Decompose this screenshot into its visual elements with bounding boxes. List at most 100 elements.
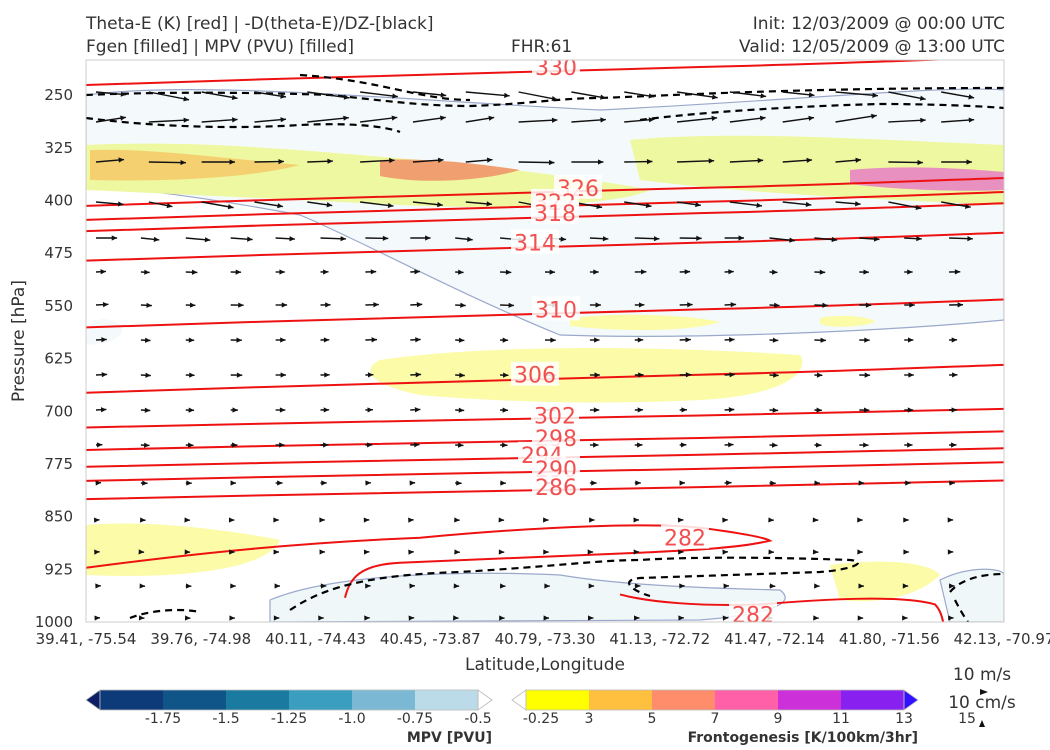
wind-vector-head	[813, 615, 819, 621]
wind-vector-head	[409, 480, 416, 486]
wind-vector-head	[957, 302, 964, 308]
wind-vector-head	[634, 583, 641, 589]
wind-vector-head	[504, 92, 510, 98]
wind-vector-head	[453, 583, 460, 589]
colorbar-segment	[415, 690, 479, 710]
wind-vector-head	[635, 480, 641, 486]
wind-vector-head	[227, 204, 234, 210]
wind-vector-head	[95, 583, 101, 589]
wind-vector-head	[814, 583, 820, 589]
theta-e-contour	[86, 298, 1004, 329]
colorbar-segment	[289, 690, 353, 710]
wind-vectors	[93, 91, 975, 621]
wind-vector-head	[416, 302, 423, 308]
stability-contour	[289, 556, 859, 611]
wind-vector	[148, 161, 186, 164]
fgen-mid-3	[820, 315, 875, 327]
wind-vector	[412, 116, 446, 123]
wind-vector	[360, 159, 395, 163]
wind-vector-head	[548, 159, 555, 166]
wind-vector-head	[863, 442, 869, 448]
colorbar-extend	[903, 689, 919, 711]
wind-vector-head	[280, 337, 286, 343]
x-tick-label: 41.80, -71.56	[839, 630, 940, 648]
wind-vector-head	[140, 517, 146, 523]
x-tick-label: 39.76, -74.98	[150, 630, 251, 648]
wind-vector-head	[806, 157, 813, 163]
theta-e-contour	[619, 593, 945, 622]
wind-vector-head	[873, 236, 880, 242]
wind-vector-head	[685, 337, 691, 343]
wind-vector-head	[864, 372, 871, 378]
fgen-core-2	[380, 159, 520, 181]
wind-vector	[888, 91, 926, 100]
wind-vector-head	[949, 480, 955, 486]
wind-vector	[201, 118, 238, 123]
wind-vector-head	[96, 442, 103, 448]
wind-vector-head	[857, 615, 864, 621]
contour-label-bg	[531, 402, 579, 427]
wind-vector-head	[587, 549, 594, 555]
wind-vector-head	[588, 615, 594, 621]
wind-vector-head	[144, 337, 151, 343]
wind-vector-head	[968, 117, 975, 123]
wind-vector-head	[440, 92, 447, 98]
wind-vector-head	[408, 517, 414, 523]
wind-vector-head	[498, 549, 505, 555]
stability-contour	[299, 73, 471, 102]
wind-vector-head	[770, 480, 776, 486]
wind-vector-head	[326, 202, 333, 208]
wind-vector-head	[274, 583, 280, 589]
wind-vector-head	[180, 159, 186, 166]
colorbar-tick: 9	[774, 711, 783, 727]
wind-vector-head	[238, 302, 244, 308]
wind-vector-head	[414, 407, 421, 413]
theta-e-contour	[86, 479, 1004, 501]
wind-vector-head	[768, 549, 774, 555]
wind-vector-head	[146, 302, 152, 308]
y-tick-label: 700	[44, 402, 73, 420]
wind-vector-head	[907, 269, 913, 275]
wind-vector	[148, 119, 190, 123]
wind-vector-head	[760, 93, 767, 99]
title-line-1: Theta-E (K) [red] | -D(theta-E)/DZ-[blac…	[86, 14, 434, 34]
fgen-core-3	[850, 167, 1004, 191]
colorbar-segment	[526, 690, 590, 710]
wind-vector-head	[467, 236, 473, 242]
wind-vector-head	[458, 269, 464, 275]
wind-vector-head	[949, 583, 955, 589]
theta-e-contour-label: 286	[535, 476, 577, 501]
wind-vector-head	[186, 480, 192, 486]
wind-vector-head	[951, 337, 958, 343]
wind-vector-head	[633, 615, 640, 621]
stability-contours	[86, 73, 1004, 622]
wind-vector-head	[815, 442, 822, 448]
wind-vector-head	[808, 115, 815, 121]
wind-vector-head	[756, 202, 763, 208]
wind-vector-head	[229, 159, 235, 165]
theta-e-contour-label: 306	[514, 364, 556, 389]
y-tick-label: 625	[44, 350, 73, 368]
wind-vector-head	[909, 302, 915, 308]
wind-vector-head	[153, 236, 160, 242]
wind-vector-head	[142, 480, 148, 486]
wind-vector	[676, 91, 718, 99]
wind-vector	[677, 160, 715, 163]
wind-vector-head	[273, 549, 279, 555]
wind-vector-head	[247, 236, 253, 242]
fgen-low-2	[830, 561, 940, 602]
wind-vector-head	[438, 157, 444, 163]
colorbar-tick: 15	[958, 711, 976, 727]
contour-label-bg	[661, 524, 709, 549]
wind-vector-head	[454, 517, 460, 523]
reference-vector-vertical: 10 cm/s	[948, 693, 1016, 713]
wind-vector	[888, 119, 926, 123]
wind-vector-head	[677, 517, 684, 523]
wind-vector-head	[138, 615, 145, 621]
theta-e-contour	[86, 363, 1004, 394]
wind-vector-head	[738, 235, 744, 241]
reference-arrow	[980, 689, 988, 695]
wind-vector	[941, 91, 975, 99]
wind-vector-head	[437, 201, 443, 208]
wind-vector-head	[919, 95, 926, 101]
